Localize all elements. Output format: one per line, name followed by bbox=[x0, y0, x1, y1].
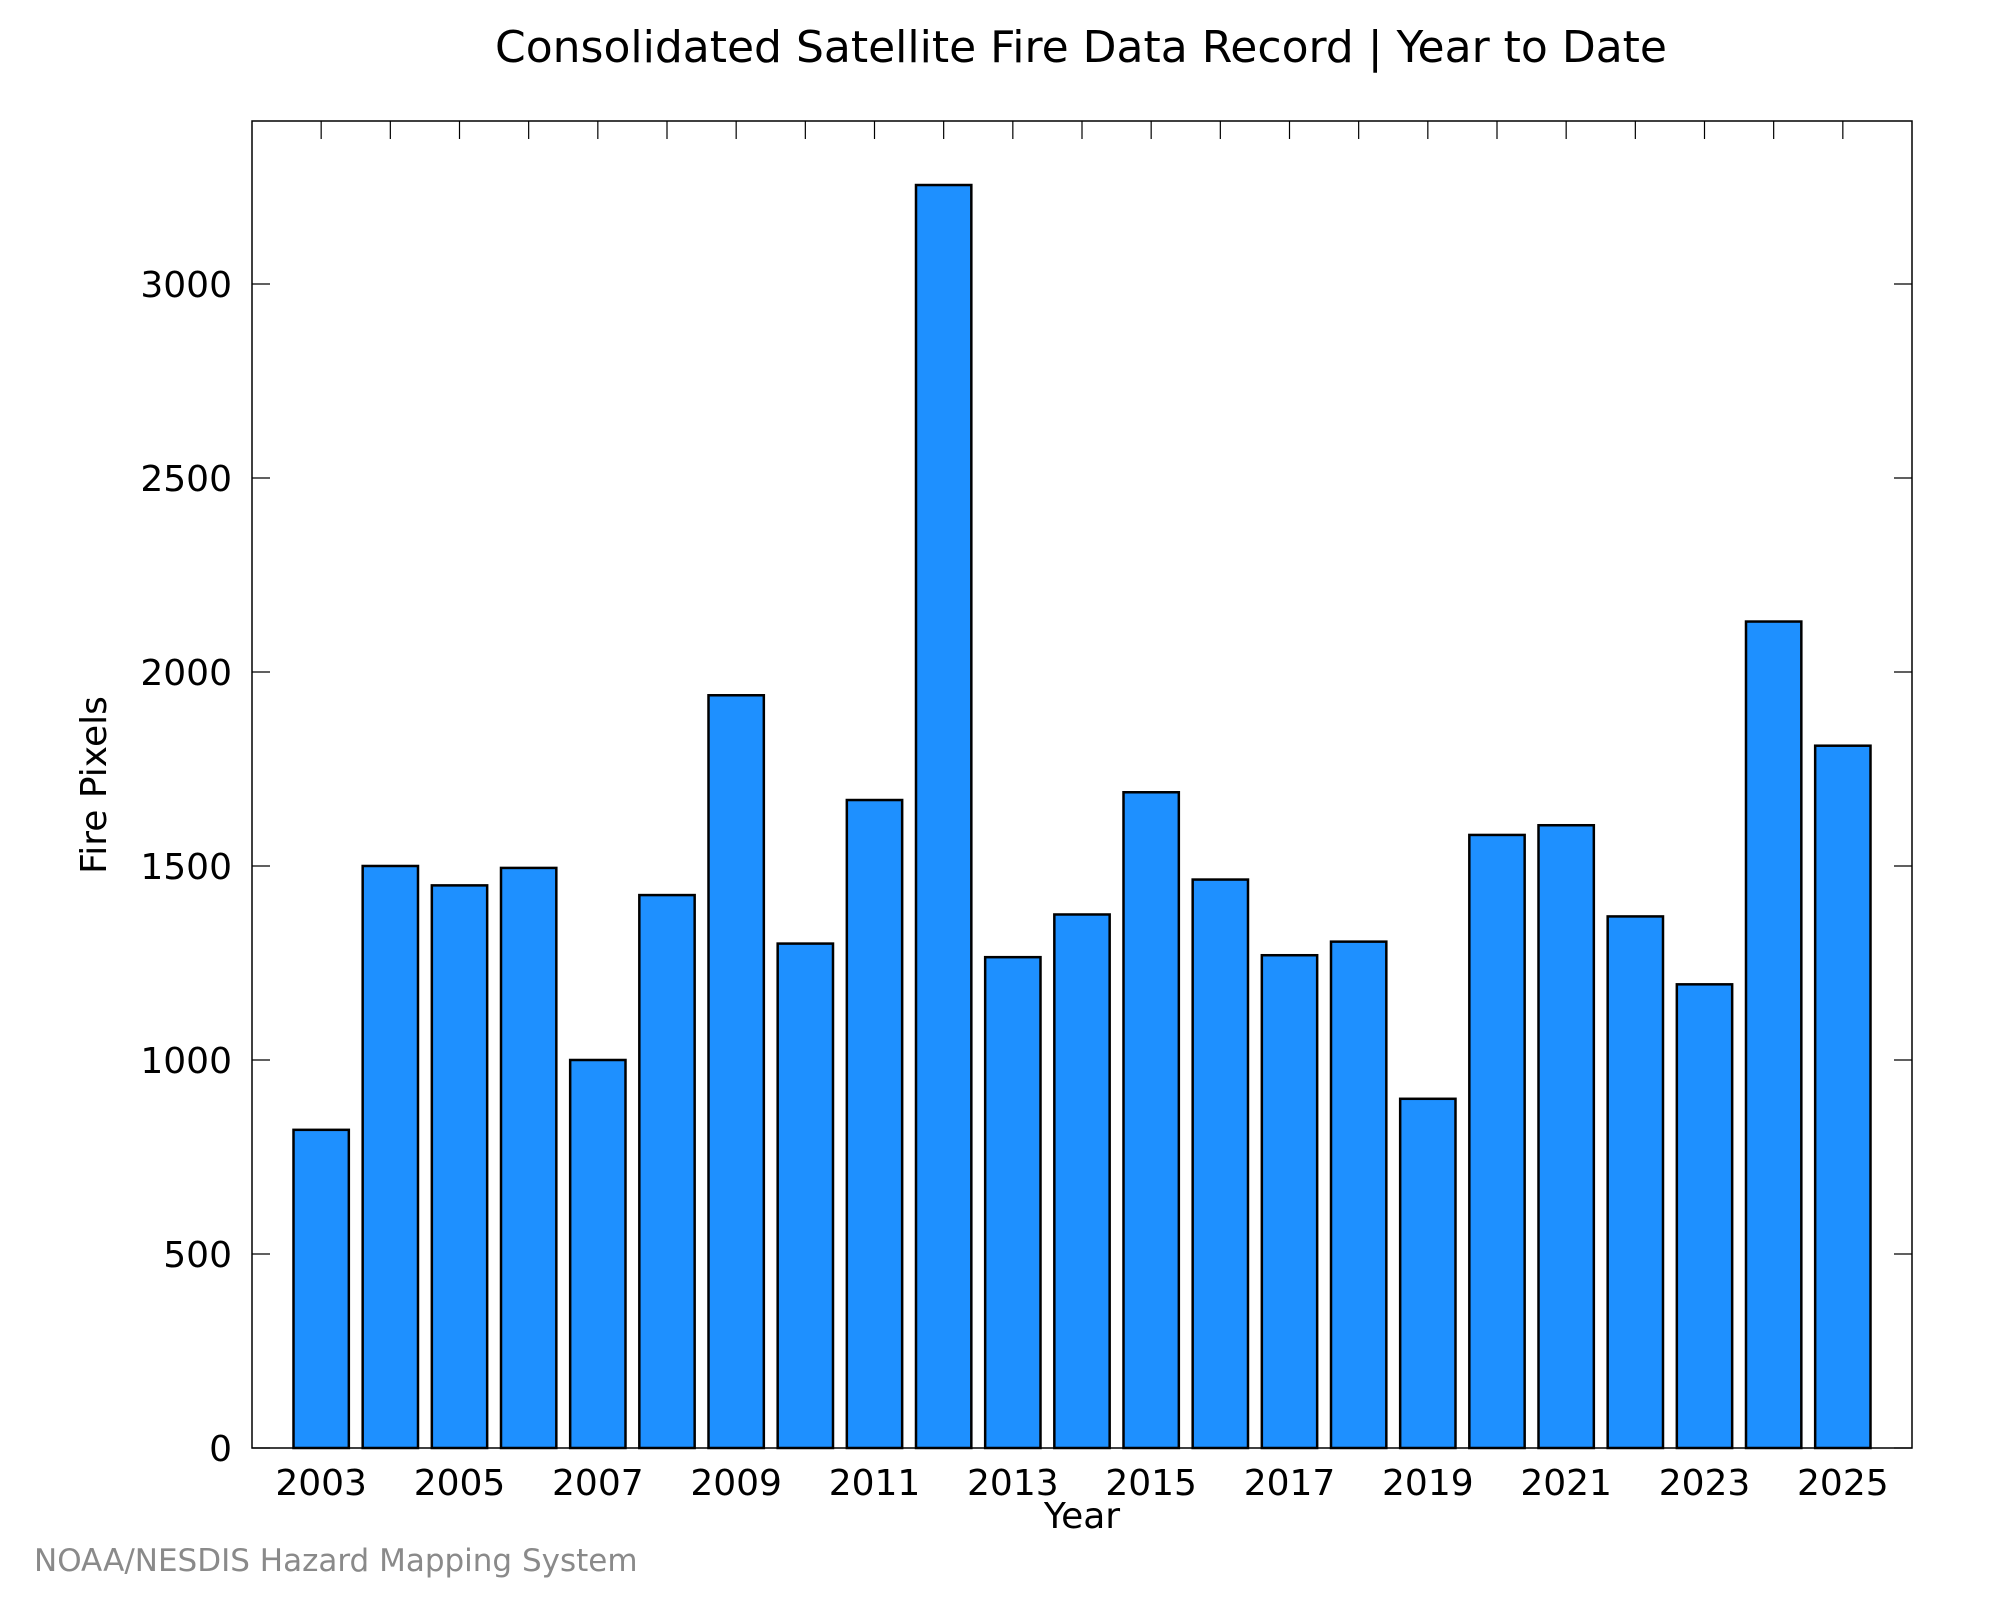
x-tick-label: 2017 bbox=[1244, 1463, 1336, 1504]
tick-labels: 2003 2005 2007 2009 2011 2013 2015 2017 2019 2021… bbox=[140, 265, 1888, 1504]
bar-2018 bbox=[1329, 940, 1388, 1450]
bar-2016 bbox=[1191, 878, 1250, 1450]
x-tick-label: 2005 bbox=[414, 1463, 506, 1504]
credit-text: NOAA/NESDIS Hazard Mapping System bbox=[34, 1543, 638, 1579]
bar-2024 bbox=[1744, 620, 1803, 1450]
bar-2014 bbox=[1053, 913, 1111, 1450]
x-tick-label: 2013 bbox=[967, 1463, 1059, 1504]
y-tick-label: 0 bbox=[209, 1429, 232, 1470]
x-tick-label: 2025 bbox=[1797, 1463, 1889, 1504]
bar-2020 bbox=[1468, 833, 1526, 1450]
plot-frame bbox=[251, 120, 1913, 1449]
x-tick-label: 2019 bbox=[1382, 1463, 1474, 1504]
x-tick-label: 2009 bbox=[690, 1463, 782, 1504]
bar-2019 bbox=[1398, 1097, 1457, 1450]
bar-2003 bbox=[292, 1128, 351, 1450]
bars-group bbox=[292, 183, 1872, 1450]
bar-2025 bbox=[1813, 744, 1872, 1450]
y-tick-label: 2000 bbox=[140, 653, 232, 694]
y-tick-label: 500 bbox=[163, 1235, 232, 1276]
bar-2005 bbox=[430, 884, 489, 1450]
x-tick-label: 2015 bbox=[1105, 1463, 1197, 1504]
x-tick-label: 2007 bbox=[552, 1463, 644, 1504]
bar-2006 bbox=[499, 866, 558, 1450]
bar-2012 bbox=[914, 183, 973, 1450]
bar-2010 bbox=[776, 942, 835, 1450]
x-tick-label: 2021 bbox=[1520, 1463, 1612, 1504]
bar-2004 bbox=[361, 864, 420, 1450]
bar-2013 bbox=[983, 955, 1042, 1450]
y-tick-label: 2500 bbox=[140, 459, 232, 500]
y-tick-label: 1500 bbox=[140, 847, 232, 888]
bar-2009 bbox=[707, 694, 766, 1450]
bar-2021 bbox=[1537, 823, 1596, 1450]
y-axis-label: Fire Pixels bbox=[74, 696, 115, 874]
y-tick-label: 1000 bbox=[140, 1041, 232, 1082]
chart-title: Consolidated Satellite Fire Data Record … bbox=[495, 22, 1667, 73]
x-tick-label: 2023 bbox=[1659, 1463, 1751, 1504]
bar-2011 bbox=[845, 798, 904, 1450]
bar-2023 bbox=[1675, 983, 1734, 1450]
bar-2007 bbox=[568, 1058, 627, 1450]
x-tick-label: 2011 bbox=[829, 1463, 921, 1504]
bar-2017 bbox=[1260, 953, 1319, 1450]
bar-2015 bbox=[1122, 791, 1181, 1450]
x-tick-label: 2003 bbox=[275, 1463, 367, 1504]
bar-2022 bbox=[1606, 915, 1665, 1450]
x-axis-label: Year bbox=[1043, 1496, 1120, 1537]
y-tick-label: 3000 bbox=[140, 265, 232, 306]
bar-2008 bbox=[638, 893, 696, 1450]
